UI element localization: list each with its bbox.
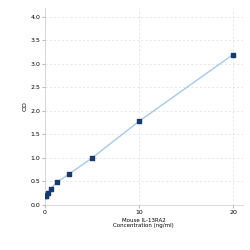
Point: [46, 191, 50, 195]
Point: [137, 119, 141, 123]
Point: [44, 194, 48, 198]
Point: [66, 172, 70, 176]
Point: [231, 52, 235, 56]
Point: [44, 193, 48, 197]
Y-axis label: OD: OD: [22, 101, 28, 111]
Point: [90, 156, 94, 160]
Point: [49, 186, 53, 190]
Point: [43, 194, 47, 198]
Point: [55, 180, 59, 184]
X-axis label: Mouse IL-13RA2
Concentration (ng/ml): Mouse IL-13RA2 Concentration (ng/ml): [114, 218, 174, 228]
